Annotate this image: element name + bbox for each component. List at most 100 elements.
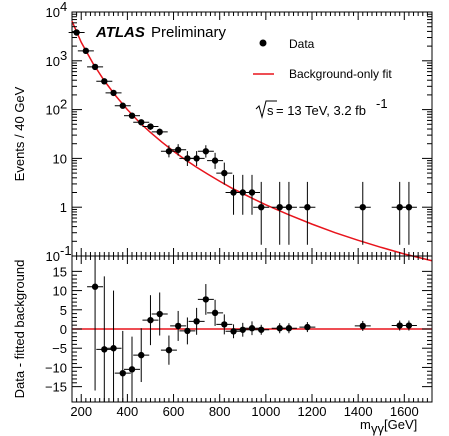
legend-data-marker [259, 39, 267, 47]
ratio-x-axis-ticks: 200 400 600 800 1000 1200 1400 1600 [70, 256, 433, 419]
x-tick-label: 200 [70, 404, 92, 419]
data-point [193, 155, 200, 162]
residual-point [165, 346, 173, 354]
residual-point [405, 322, 413, 329]
data-point [138, 119, 145, 126]
fit-curve-group [71, 20, 433, 262]
residual-point [91, 283, 99, 290]
residual-point [285, 325, 293, 332]
residual-point [156, 310, 163, 318]
energy-text: = 13 TeV, 3.2 fb [276, 103, 366, 118]
x-tick-label: 600 [163, 404, 185, 419]
data-point [239, 189, 246, 196]
data-point [304, 204, 311, 211]
x-tick-label: 1200 [298, 404, 327, 419]
residual-point [174, 322, 182, 330]
main-plot-frame [71, 11, 433, 257]
ratio-y-tick-label: 15 [53, 264, 67, 279]
residual-point [211, 309, 219, 317]
residual-point [248, 325, 256, 332]
residual-point [258, 326, 265, 333]
residual-point [304, 323, 311, 331]
fit-curve-line [71, 20, 433, 262]
sqrt-sign-icon [255, 100, 277, 119]
data-point [174, 146, 182, 154]
y-tick-label-exponent: 3 [60, 48, 67, 63]
ratio-y-tick-label: −15 [45, 380, 67, 395]
ratio-y-tick-label: 0 [60, 322, 67, 337]
data-point [396, 204, 403, 211]
energy-label: s = 13 TeV, 3.2 fb -1 [255, 96, 388, 119]
energy-sqrt-s: s [267, 103, 274, 118]
main-y-axis-label: Events / 40 GeV [12, 86, 27, 181]
y-tick-label: 10 [53, 151, 67, 166]
residual-point [110, 345, 117, 352]
y-tick-label: 1 [60, 200, 67, 215]
residual-point [193, 318, 200, 325]
x-axis-label-main: m [360, 417, 371, 432]
data-point [184, 155, 191, 162]
data-point [211, 157, 219, 164]
data-points-group [68, 29, 417, 245]
y-tick-label: 10 [46, 54, 60, 69]
y-tick-label-exponent: -1 [60, 243, 72, 258]
data-point [101, 78, 108, 85]
residual-point [202, 296, 210, 303]
data-point [405, 204, 413, 211]
legend-data-label: Data [289, 37, 315, 51]
ratio-y-tick-label: −5 [52, 341, 67, 356]
ratio-y-axis-ticks: −15 −10 −5 0 5 10 15 [45, 264, 432, 395]
x-axis-label-subscript: γγ [371, 421, 385, 436]
data-point [128, 112, 136, 119]
ratio-y-tick-label: 5 [60, 303, 67, 318]
residual-point [101, 346, 108, 353]
x-tick-label: 1600 [390, 404, 419, 419]
data-point [119, 102, 126, 109]
x-axis-ticks [76, 12, 433, 256]
residual-point [230, 328, 237, 335]
x-axis-label: m γγ [GeV] [360, 417, 417, 436]
x-tick-label: 800 [209, 404, 231, 419]
y-tick-label: 10 [46, 103, 60, 118]
ratio-panel: −15 −10 −5 0 5 10 15 200 400 600 800 1000 1200 1400 1… [12, 255, 433, 419]
data-point [82, 47, 90, 55]
x-tick-label: 400 [117, 404, 139, 419]
residual-point [221, 321, 228, 328]
data-point [230, 189, 237, 196]
data-point [165, 148, 173, 155]
residual-point [276, 325, 283, 332]
data-point [359, 204, 366, 211]
ratio-y-tick-label: 10 [53, 284, 67, 299]
ratio-y-axis-label: Data - fitted background [12, 260, 27, 399]
residual-point [396, 322, 403, 329]
legend-fit-label: Background-only fit [289, 67, 392, 81]
data-point [202, 148, 210, 155]
legend: Data Background-only fit [253, 37, 392, 81]
x-tick-label: 1400 [344, 404, 373, 419]
data-point [147, 123, 154, 130]
residual-point [138, 351, 145, 359]
preliminary-label: Preliminary [151, 24, 227, 41]
y-tick-label-exponent: 4 [60, 0, 67, 14]
residual-point [184, 327, 191, 335]
y-tick-label-exponent: 2 [60, 97, 67, 112]
data-point [156, 128, 163, 136]
energy-superscript: -1 [376, 96, 388, 111]
y-tick-label: 10 [46, 5, 60, 20]
residual-point [147, 316, 154, 324]
residual-point [359, 322, 366, 330]
x-axis-label-unit: [GeV] [384, 417, 417, 432]
residual-point [128, 366, 136, 373]
y-tick-label: 10 [46, 249, 60, 264]
atlas-label: ATLAS [95, 24, 145, 41]
ratio-y-tick-label: −10 [45, 360, 67, 375]
data-point [221, 169, 228, 177]
data-point [91, 63, 99, 71]
residual-point [239, 326, 246, 333]
data-point [73, 29, 80, 36]
data-point [276, 204, 283, 211]
data-point [110, 89, 117, 97]
